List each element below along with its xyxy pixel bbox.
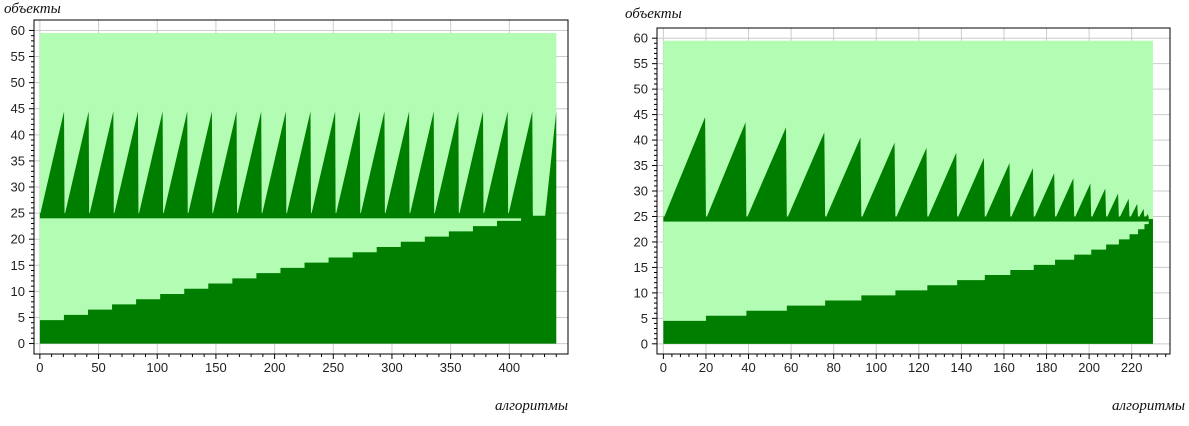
- x-tick-label-0: 0: [36, 360, 43, 375]
- y-tick-label-8: 40: [11, 127, 25, 142]
- step-series-area: [663, 219, 1153, 344]
- y-tick-label-9: 45: [11, 101, 25, 116]
- sawtooth-tooth-9: [261, 111, 287, 216]
- y-tick-label-3: 15: [11, 258, 25, 273]
- chart-right: 0 20 40 60 80 100 120 140 160 180 200 220 0 5 10 15 20 25…: [594, 0, 1189, 421]
- x-tick-label-1: 20: [699, 360, 713, 375]
- sawtooth-tooth-10: [1010, 168, 1034, 220]
- y-tick-label-6: 30: [634, 184, 648, 199]
- sawtooth-tooth-10: [286, 111, 311, 216]
- y-tick-label-2: 10: [634, 285, 648, 300]
- x-tick-label-7: 350: [440, 360, 462, 375]
- y-tick-label-0: 0: [18, 336, 25, 351]
- sawtooth-tooth-2: [89, 111, 114, 216]
- sawtooth-tooth-18: [1138, 208, 1145, 220]
- sawtooth-tooth-4: [138, 111, 164, 216]
- y-tick-label-1: 5: [18, 310, 25, 325]
- sawtooth-tooth-3: [113, 111, 139, 216]
- chart-right-svg: 0 20 40 60 80 100 120 140 160 180 200 220 0 5 10 15 20 25…: [625, 6, 1185, 414]
- y-axis-title: объекты: [4, 1, 61, 17]
- x-tick-label-8: 160: [993, 360, 1015, 375]
- y-tick-label-1: 5: [641, 311, 648, 326]
- sawtooth-tooth-17: [458, 111, 484, 216]
- sawtooth-tooth-7: [927, 152, 958, 220]
- x-tick-label-11: 220: [1121, 360, 1143, 375]
- sawtooth-tooth-6: [187, 111, 213, 216]
- y-tick-label-10: 50: [634, 82, 648, 97]
- sawtooth-tooth-14: [1091, 188, 1107, 220]
- sawtooth-tooth-12: [335, 111, 361, 216]
- sawtooth-tooth-19: [1144, 213, 1149, 220]
- sawtooth-tooth-5: [163, 111, 188, 216]
- x-tick-label-2: 100: [146, 360, 168, 375]
- sawtooth-tooth-8: [237, 111, 262, 216]
- y-tick-label-4: 20: [11, 232, 25, 247]
- sawtooth-tooth-13: [360, 111, 385, 216]
- y-tick-label-12: 60: [634, 31, 648, 46]
- step-series-area: [39, 111, 557, 344]
- sawtooth-tooth-4: [825, 137, 862, 220]
- x-tick-label-4: 80: [826, 360, 840, 375]
- y-tick-label-0: 0: [641, 336, 648, 351]
- y-tick-label-11: 55: [11, 49, 25, 64]
- sawtooth-tooth-0: [39, 111, 65, 216]
- sawtooth-tooth-15: [1106, 193, 1119, 220]
- x-tick-label-5: 250: [322, 360, 344, 375]
- x-tick-label-10: 200: [1078, 360, 1100, 375]
- sawtooth-tooth-2: [746, 127, 787, 220]
- sawtooth-tooth-16: [434, 111, 459, 216]
- sawtooth-tooth-1: [64, 111, 90, 216]
- x-tick-label-6: 300: [381, 360, 403, 375]
- sawtooth-tooth-7: [212, 111, 238, 216]
- x-tick-label-2: 40: [741, 360, 755, 375]
- y-tick-label-5: 25: [634, 209, 648, 224]
- sawtooth-tooth-15: [409, 111, 435, 216]
- chart-left: 0 50 100 150 200 250 300 350 400 0 5 10 15 20 25 30 35 40…: [0, 0, 594, 421]
- sawtooth-tooth-11: [310, 111, 336, 216]
- sawtooth-tooth-1: [705, 122, 747, 220]
- sawtooth-tooth-13: [1074, 183, 1092, 220]
- sawtooth-tooth-9: [984, 162, 1011, 220]
- y-tick-label-12: 60: [11, 23, 25, 38]
- y-tick-label-5: 25: [11, 206, 25, 221]
- sawtooth-tooth-3: [786, 132, 826, 220]
- y-tick-label-3: 15: [634, 260, 648, 275]
- y-tick-label-7: 35: [11, 153, 25, 168]
- sawtooth-tooth-19: [508, 111, 533, 216]
- x-tick-label-1: 50: [91, 360, 105, 375]
- x-tick-label-0: 0: [660, 360, 667, 375]
- y-tick-label-10: 50: [11, 75, 25, 90]
- y-tick-label-7: 35: [634, 158, 648, 173]
- x-axis-title: алгоритмы: [495, 398, 568, 414]
- y-tick-label-4: 20: [634, 234, 648, 249]
- x-tick-label-4: 200: [264, 360, 286, 375]
- y-tick-label-8: 40: [634, 133, 648, 148]
- x-tick-label-3: 150: [205, 360, 227, 375]
- y-tick-label-2: 10: [11, 284, 25, 299]
- sawtooth-tooth-8: [957, 157, 985, 220]
- x-tick-label-6: 120: [908, 360, 930, 375]
- x-tick-label-8: 400: [498, 360, 520, 375]
- sawtooth-tooth-5: [861, 142, 896, 220]
- sawtooth-tooth-0: [663, 117, 706, 220]
- x-tick-label-7: 140: [951, 360, 973, 375]
- sawtooth-tooth-6: [895, 147, 928, 220]
- x-tick-label-5: 100: [865, 360, 887, 375]
- y-tick-label-11: 55: [634, 56, 648, 71]
- sawtooth-tooth-14: [384, 111, 410, 216]
- x-tick-label-3: 60: [784, 360, 798, 375]
- sawtooth-tooth-11: [1033, 173, 1056, 220]
- x-tick-label-9: 180: [1036, 360, 1058, 375]
- sawtooth-tooth-18: [483, 111, 509, 216]
- y-tick-label-9: 45: [634, 107, 648, 122]
- sawtooth-tooth-12: [1055, 178, 1075, 220]
- sawtooth-tooth-17: [1129, 203, 1139, 220]
- y-axis-title: объекты: [625, 6, 682, 22]
- sawtooth-tooth-16: [1118, 198, 1130, 220]
- x-axis-title: алгоритмы: [1112, 398, 1185, 414]
- chart-left-svg: 0 50 100 150 200 250 300 350 400 0 5 10 15 20 25 30 35 40…: [4, 1, 569, 414]
- y-tick-label-6: 30: [11, 180, 25, 195]
